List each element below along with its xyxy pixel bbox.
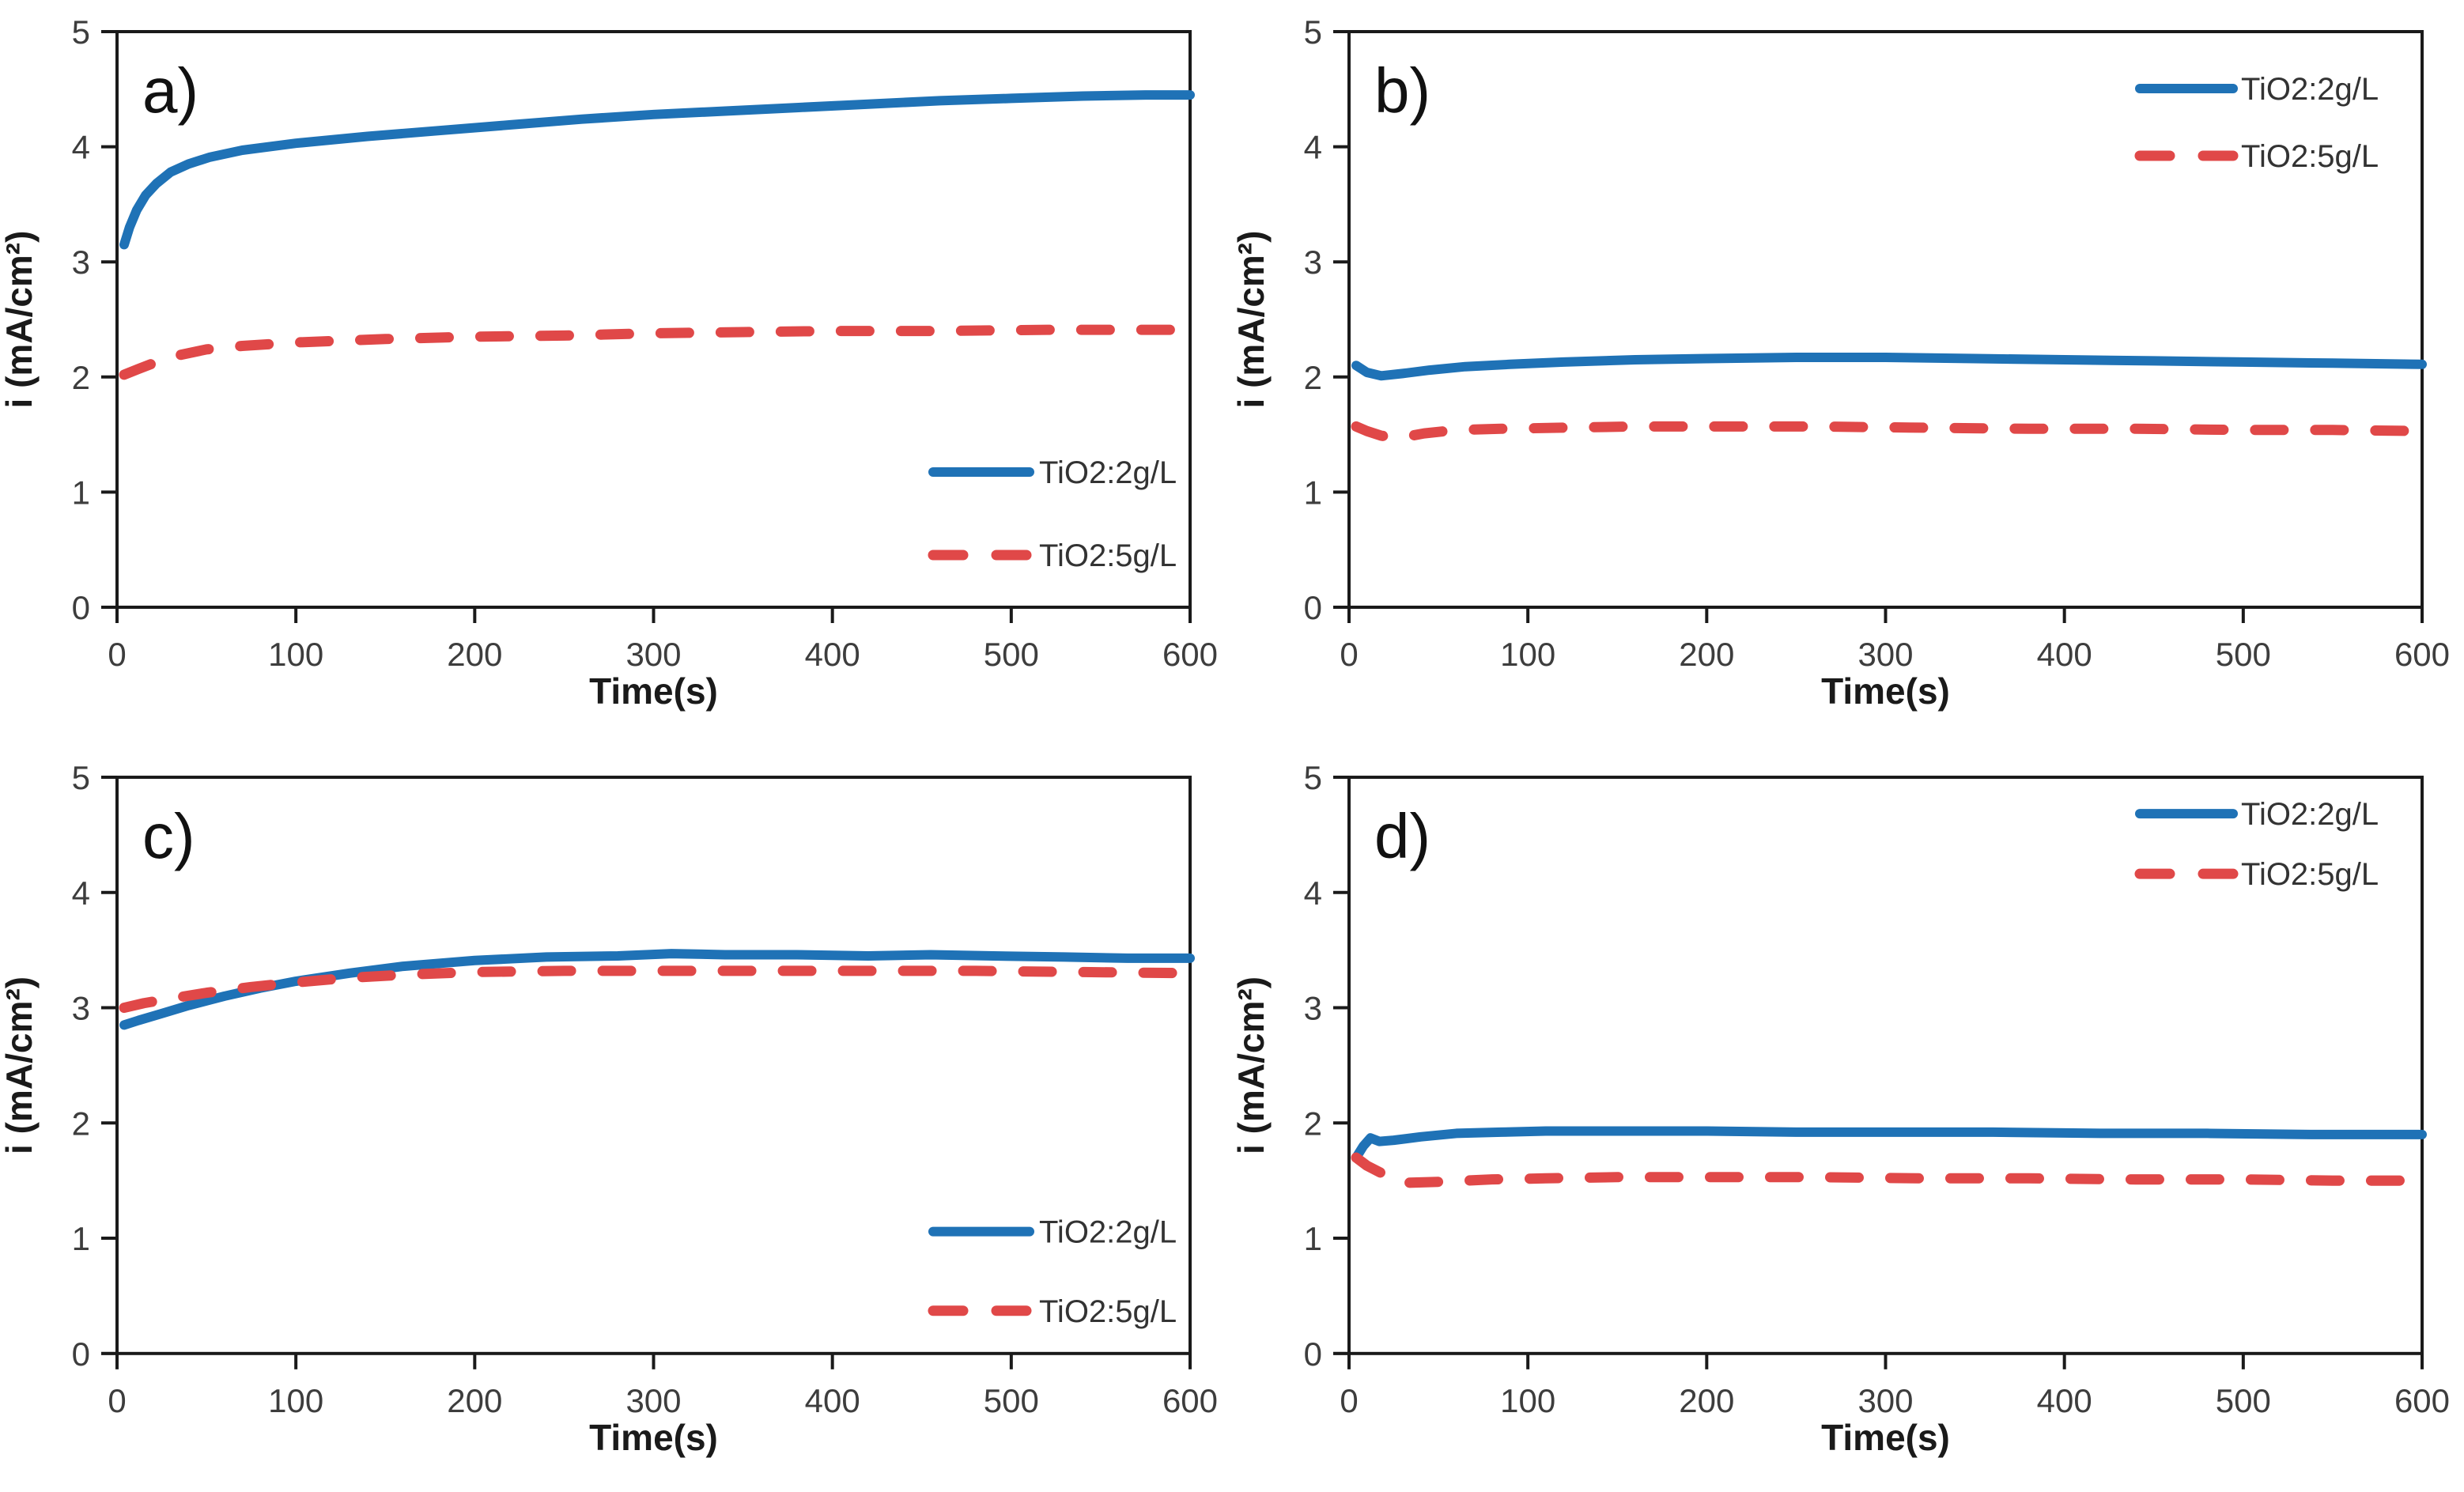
- y-axis-title: i (mA/cm²): [1232, 976, 1272, 1154]
- x-tick-label: 0: [108, 1382, 126, 1419]
- panel-d: 0 1 2 3 4 5 0 100 200 300 400 500 600 i (mA/cm²) Time(…: [1232, 746, 2464, 1492]
- x-tick-label: 500: [2216, 636, 2271, 673]
- series-line-tio2-5gl: [119, 324, 1196, 380]
- x-tick-label: 100: [268, 636, 323, 673]
- legend-label: TiO2:2g/L: [2241, 797, 2379, 832]
- panel-label: c): [142, 801, 195, 871]
- y-tick-label: 1: [72, 1220, 90, 1257]
- x-tick-label: 300: [1857, 636, 1913, 673]
- y-tick-label: 3: [72, 990, 90, 1027]
- x-axis-title: Time(s): [589, 1417, 718, 1458]
- legend-label: TiO2:2g/L: [2241, 72, 2379, 107]
- y-tick-label: 1: [72, 474, 90, 511]
- x-tick-label: 200: [447, 636, 502, 673]
- y-axis-title: i (mA/cm²): [1232, 231, 1272, 409]
- x-tick-label: 500: [984, 1382, 1039, 1419]
- chart-d: 0 1 2 3 4 5 0 100 200 300 400 500 600 i (mA/cm²) Time(…: [1232, 759, 2450, 1458]
- y-tick-label: 4: [1304, 874, 1322, 912]
- y-tick-label: 3: [1304, 990, 1322, 1027]
- y-tick-label: 4: [72, 874, 90, 912]
- panel-label: d): [1374, 801, 1430, 871]
- plot-border: [1347, 30, 2424, 609]
- y-tick-label: 0: [1304, 1335, 1322, 1373]
- x-tick-label: 500: [2216, 1382, 2271, 1419]
- series-line-tio2-2gl: [1351, 1126, 2427, 1163]
- x-tick-label: 400: [2037, 1382, 2092, 1419]
- panel-label: a): [142, 55, 198, 126]
- y-tick-label: 5: [72, 13, 90, 51]
- x-tick-label: 0: [1340, 636, 1358, 673]
- y-tick-label: 0: [72, 1335, 90, 1373]
- y-tick-label: 0: [72, 589, 90, 626]
- x-tick-label: 100: [1500, 1382, 1555, 1419]
- panel-b: 0 1 2 3 4 5 0 100 200 300 400 500 600 i (mA/cm²) Time(…: [1232, 0, 2464, 746]
- legend-label: TiO2:2g/L: [1039, 1215, 1177, 1250]
- y-tick-label: 2: [72, 1105, 90, 1142]
- series-line-tio2-5gl: [119, 965, 1196, 1014]
- legend-label: TiO2:5g/L: [2241, 857, 2379, 892]
- x-tick-label: 100: [268, 1382, 323, 1419]
- y-tick-label: 1: [1304, 1220, 1322, 1257]
- legend-label: TiO2:5g/L: [1039, 1294, 1177, 1329]
- plot-border: [115, 776, 1192, 1355]
- chart-c: 0 1 2 3 4 5 0 100 200 300 400 500 600 i (mA/cm²) Time(…: [0, 759, 1218, 1458]
- x-tick-label: 400: [805, 1382, 860, 1419]
- y-tick-label: 2: [1304, 1105, 1322, 1142]
- y-tick-label: 3: [1304, 244, 1322, 281]
- y-axis-title: i (mA/cm²): [0, 231, 40, 409]
- x-tick-label: 600: [2394, 636, 2450, 673]
- x-tick-label: 0: [108, 636, 126, 673]
- x-tick-label: 600: [1162, 1382, 1218, 1419]
- legend-label: TiO2:5g/L: [2241, 139, 2379, 174]
- chart-a: 0 1 2 3 4 5 0 100 200 300 400 500 600 i (mA/cm²) Time(…: [0, 13, 1218, 712]
- y-tick-label: 5: [72, 759, 90, 796]
- x-tick-label: 300: [1857, 1382, 1913, 1419]
- x-tick-label: 500: [984, 636, 1039, 673]
- series-line-tio2-5gl: [1351, 1152, 2428, 1188]
- x-tick-label: 200: [1679, 1382, 1734, 1419]
- x-tick-label: 0: [1340, 1382, 1358, 1419]
- x-axis-title: Time(s): [589, 670, 718, 712]
- y-axis-title: i (mA/cm²): [0, 976, 40, 1154]
- x-axis-title: Time(s): [1821, 1417, 1950, 1458]
- panel-c: 0 1 2 3 4 5 0 100 200 300 400 500 600 i (mA/cm²) Time(…: [0, 746, 1232, 1492]
- x-tick-label: 400: [2037, 636, 2092, 673]
- x-axis-title: Time(s): [1821, 670, 1950, 712]
- x-tick-label: 200: [447, 1382, 502, 1419]
- x-tick-label: 300: [625, 1382, 681, 1419]
- series-line-tio2-2gl: [119, 949, 1195, 1030]
- y-tick-label: 1: [1304, 474, 1322, 511]
- legend-label: TiO2:2g/L: [1039, 455, 1177, 490]
- y-tick-label: 3: [72, 244, 90, 281]
- series-line-tio2-2gl: [1351, 353, 2427, 381]
- x-tick-label: 100: [1500, 636, 1555, 673]
- y-tick-label: 2: [1304, 359, 1322, 396]
- series-line-tio2-2gl: [119, 90, 1195, 250]
- x-tick-label: 400: [805, 636, 860, 673]
- y-tick-label: 4: [1304, 129, 1322, 166]
- x-tick-label: 200: [1679, 636, 1734, 673]
- y-tick-label: 0: [1304, 589, 1322, 626]
- panel-label: b): [1374, 55, 1430, 126]
- x-tick-label: 600: [2394, 1382, 2450, 1419]
- x-tick-label: 300: [625, 636, 681, 673]
- y-tick-label: 5: [1304, 13, 1322, 51]
- y-tick-label: 4: [72, 129, 90, 166]
- panel-a: 0 1 2 3 4 5 0 100 200 300 400 500 600 i (mA/cm²) Time(…: [0, 0, 1232, 746]
- y-tick-label: 2: [72, 359, 90, 396]
- x-tick-label: 600: [1162, 636, 1218, 673]
- series-line-tio2-5gl: [1351, 421, 2428, 444]
- legend-label: TiO2:5g/L: [1039, 538, 1177, 573]
- y-tick-label: 5: [1304, 759, 1322, 796]
- chart-b: 0 1 2 3 4 5 0 100 200 300 400 500 600 i (mA/cm²) Time(…: [1232, 13, 2450, 712]
